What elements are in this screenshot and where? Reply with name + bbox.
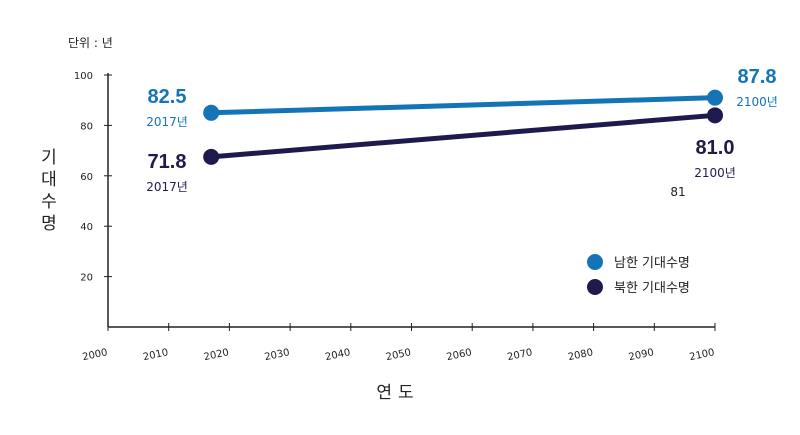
- y-axis-title-char: 수: [41, 192, 57, 212]
- data-year-label: 2017년: [146, 115, 188, 129]
- data-point: [707, 89, 723, 106]
- legend-label: 남한 기대수명: [614, 256, 690, 271]
- y-axis-title-char: 대: [41, 170, 57, 190]
- y-tick-label: 60: [80, 172, 93, 183]
- annotation-label: 81: [670, 185, 685, 199]
- series-group: 82.5 2017년 87.8 2100년 71.8 2017년 81.0 2100년: [146, 66, 778, 194]
- y-tick-label: 20: [80, 273, 93, 284]
- series-line-0: [208, 95, 718, 116]
- data-value-label: 82.5: [148, 86, 187, 108]
- data-point: [707, 107, 723, 124]
- y-tick-label: 40: [80, 222, 93, 233]
- data-point: [203, 104, 220, 121]
- data-point: [203, 148, 220, 165]
- data-value-label: 71.8: [148, 151, 187, 173]
- x-tick-label: 2070: [506, 347, 533, 363]
- x-tick-label: 2010: [142, 347, 169, 363]
- unit-label: 단위 : 년: [68, 36, 113, 50]
- x-tick-label: 2080: [567, 347, 594, 363]
- y-tick-label: 100: [74, 71, 93, 82]
- x-axis-title: 연도: [376, 383, 419, 403]
- x-tick-label: 2040: [324, 347, 351, 363]
- x-tick-label: 2020: [203, 347, 230, 363]
- x-tick-label: 2090: [628, 347, 655, 363]
- data-value-label: 81.0: [696, 137, 735, 159]
- legend-marker: [587, 254, 603, 270]
- x-tick-label: 2030: [264, 347, 291, 363]
- y-axis-title-char: 기: [41, 148, 57, 168]
- y-axis-title: 기대수명: [41, 148, 57, 234]
- x-tick-label: 2060: [446, 347, 473, 363]
- legend-label: 북한 기대수명: [614, 281, 690, 296]
- x-tick-label: 2100: [688, 347, 715, 363]
- legend-marker: [587, 279, 603, 295]
- x-tick-label: 2000: [81, 347, 108, 363]
- y-axis-title-char: 명: [41, 214, 57, 234]
- data-year-label: 2100년: [736, 95, 778, 109]
- data-year-label: 2017년: [146, 180, 188, 194]
- data-year-label: 2100년: [694, 166, 736, 180]
- y-tick-label: 80: [80, 121, 93, 132]
- series-line-1: [208, 112, 718, 160]
- data-value-label: 87.8: [738, 66, 777, 88]
- x-tick-label: 2050: [385, 347, 412, 363]
